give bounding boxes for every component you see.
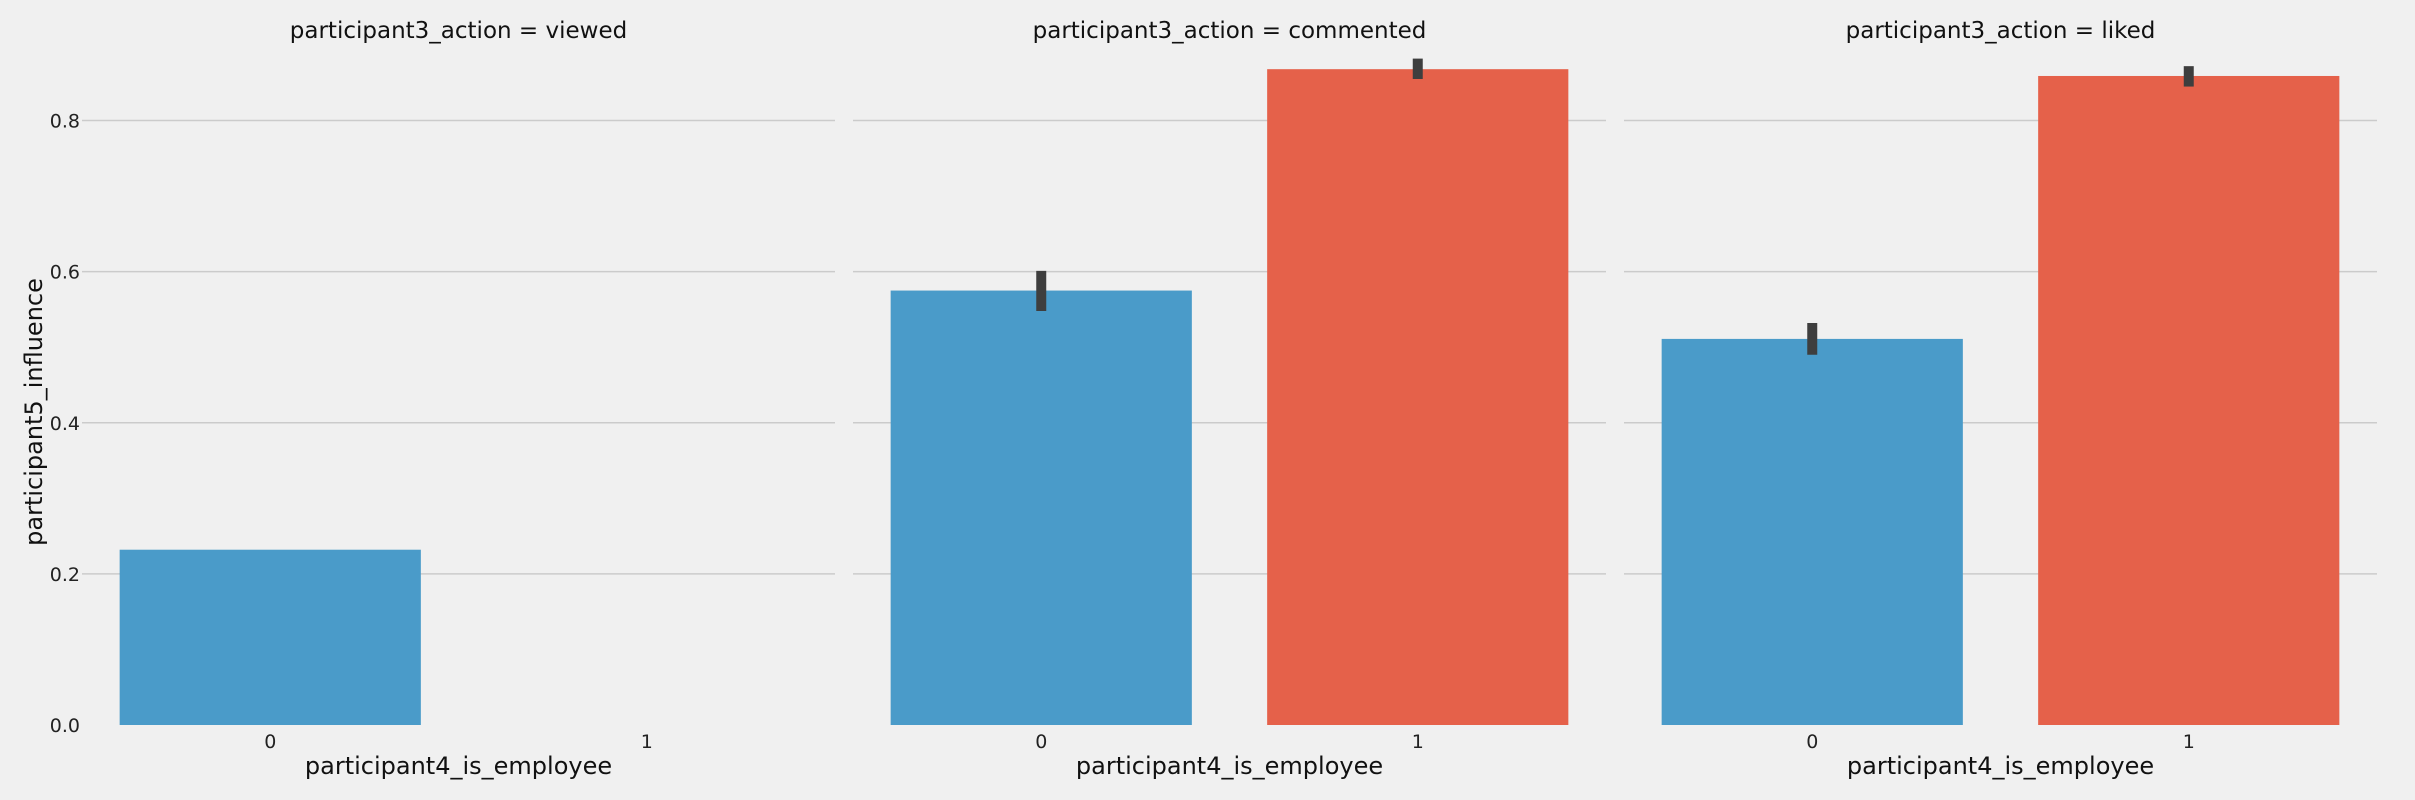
panel-title: participant3_action = commented	[1033, 18, 1427, 44]
panel-1: 0.0 0.2 0.4 0.6 0.8 participant3_action = vie…	[50, 18, 835, 780]
bar	[890, 290, 1192, 725]
x-tick-label: 1	[1412, 731, 1424, 753]
x-tick-label: 0	[264, 731, 276, 753]
x-tick-label: 1	[641, 731, 653, 753]
y-tick-label: 0.8	[50, 111, 80, 133]
y-axis-label: participant5_influence	[20, 278, 48, 546]
x-axis-label: participant4_is_employee	[1847, 752, 2154, 780]
bar	[2038, 75, 2340, 725]
bar	[119, 549, 421, 725]
x-tick-label: 0	[1035, 731, 1047, 753]
x-tick-label: 0	[1806, 731, 1818, 753]
y-tick-label: 0.6	[50, 262, 80, 284]
bar	[1267, 69, 1569, 725]
bar	[1661, 338, 1963, 725]
x-axis-label: participant4_is_employee	[1076, 752, 1383, 780]
panel-title: participant3_action = viewed	[290, 18, 627, 44]
panel-title: participant3_action = liked	[1846, 18, 2156, 44]
y-tick-label: 0.0	[50, 715, 80, 737]
y-tick-label: 0.2	[50, 564, 80, 586]
y-tick-label: 0.4	[50, 413, 80, 435]
panels: 0.0 0.2 0.4 0.6 0.8 participant3_action = vie…	[50, 18, 2377, 780]
panel-2: participant3_action = commented 0 1 partici…	[853, 18, 1606, 780]
x-tick-label: 1	[2183, 731, 2195, 753]
x-axis-label: participant4_is_employee	[305, 752, 612, 780]
panel-3: participant3_action = liked 0 1 participant…	[1624, 18, 2377, 780]
